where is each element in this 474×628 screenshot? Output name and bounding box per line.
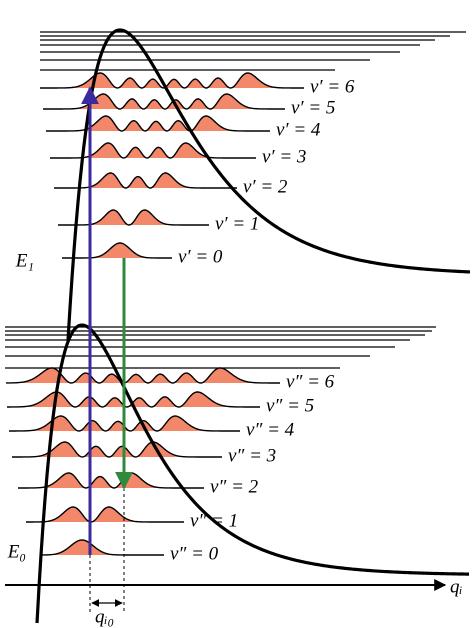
wavefunction-fill: [50, 143, 256, 158]
wavefunction: [40, 72, 304, 89]
wavefunction: [5, 367, 280, 384]
level-label: ν′ = 1: [215, 213, 259, 234]
level-label: ν″ = 0: [170, 543, 219, 564]
wavefunction: [50, 142, 256, 159]
axis-label: qᵢ: [450, 576, 463, 597]
wavefunction: [54, 172, 237, 189]
wavefunction: [12, 441, 222, 458]
potential-curve: [35, 323, 470, 624]
wavefunction-fill: [18, 473, 204, 488]
level-label: ν″ = 5: [266, 395, 314, 416]
level-label: ν′ = 0: [178, 246, 223, 267]
wavefunction-fill: [46, 116, 270, 131]
wavefunction: [26, 506, 184, 523]
state-label: E₀: [7, 541, 26, 562]
level-label: ν′ = 6: [310, 76, 355, 97]
potential-curve: [66, 28, 471, 341]
wavefunction-fill: [43, 94, 285, 109]
wavefunction-fill: [40, 540, 164, 555]
state-label: E₁: [15, 250, 34, 271]
wavefunction: [7, 391, 260, 408]
wavefunction-fill: [54, 173, 237, 188]
level-label: ν′ = 3: [262, 146, 306, 167]
level-label: ν″ = 2: [210, 476, 259, 497]
wavefunction-fill: [26, 507, 184, 522]
level-label: ν″ = 4: [246, 419, 295, 440]
level-label: ν′ = 4: [276, 119, 321, 140]
wavefunction: [58, 209, 209, 226]
wavefunction: [62, 242, 172, 259]
displacement-label: qᵢ₀: [95, 606, 114, 627]
wavefunction-fill: [6, 368, 280, 383]
wavefunction: [46, 115, 270, 132]
wavefunction: [43, 93, 285, 110]
level-label: ν′ = 5: [291, 97, 335, 118]
wavefunction-fill: [62, 243, 172, 258]
level-label: ν″ = 3: [228, 445, 276, 466]
wavefunction: [18, 472, 204, 489]
level-label: ν′ = 2: [243, 176, 288, 197]
drawing: ν′ = 0 ν′ = 1 ν′ = 2 ν′ = 3 ν′ = 4ν′ = 5ν′ =…: [5, 28, 471, 624]
wavefunction-fill: [7, 392, 260, 407]
level-label: ν″ = 6: [286, 371, 335, 392]
wavefunction: [40, 539, 164, 556]
